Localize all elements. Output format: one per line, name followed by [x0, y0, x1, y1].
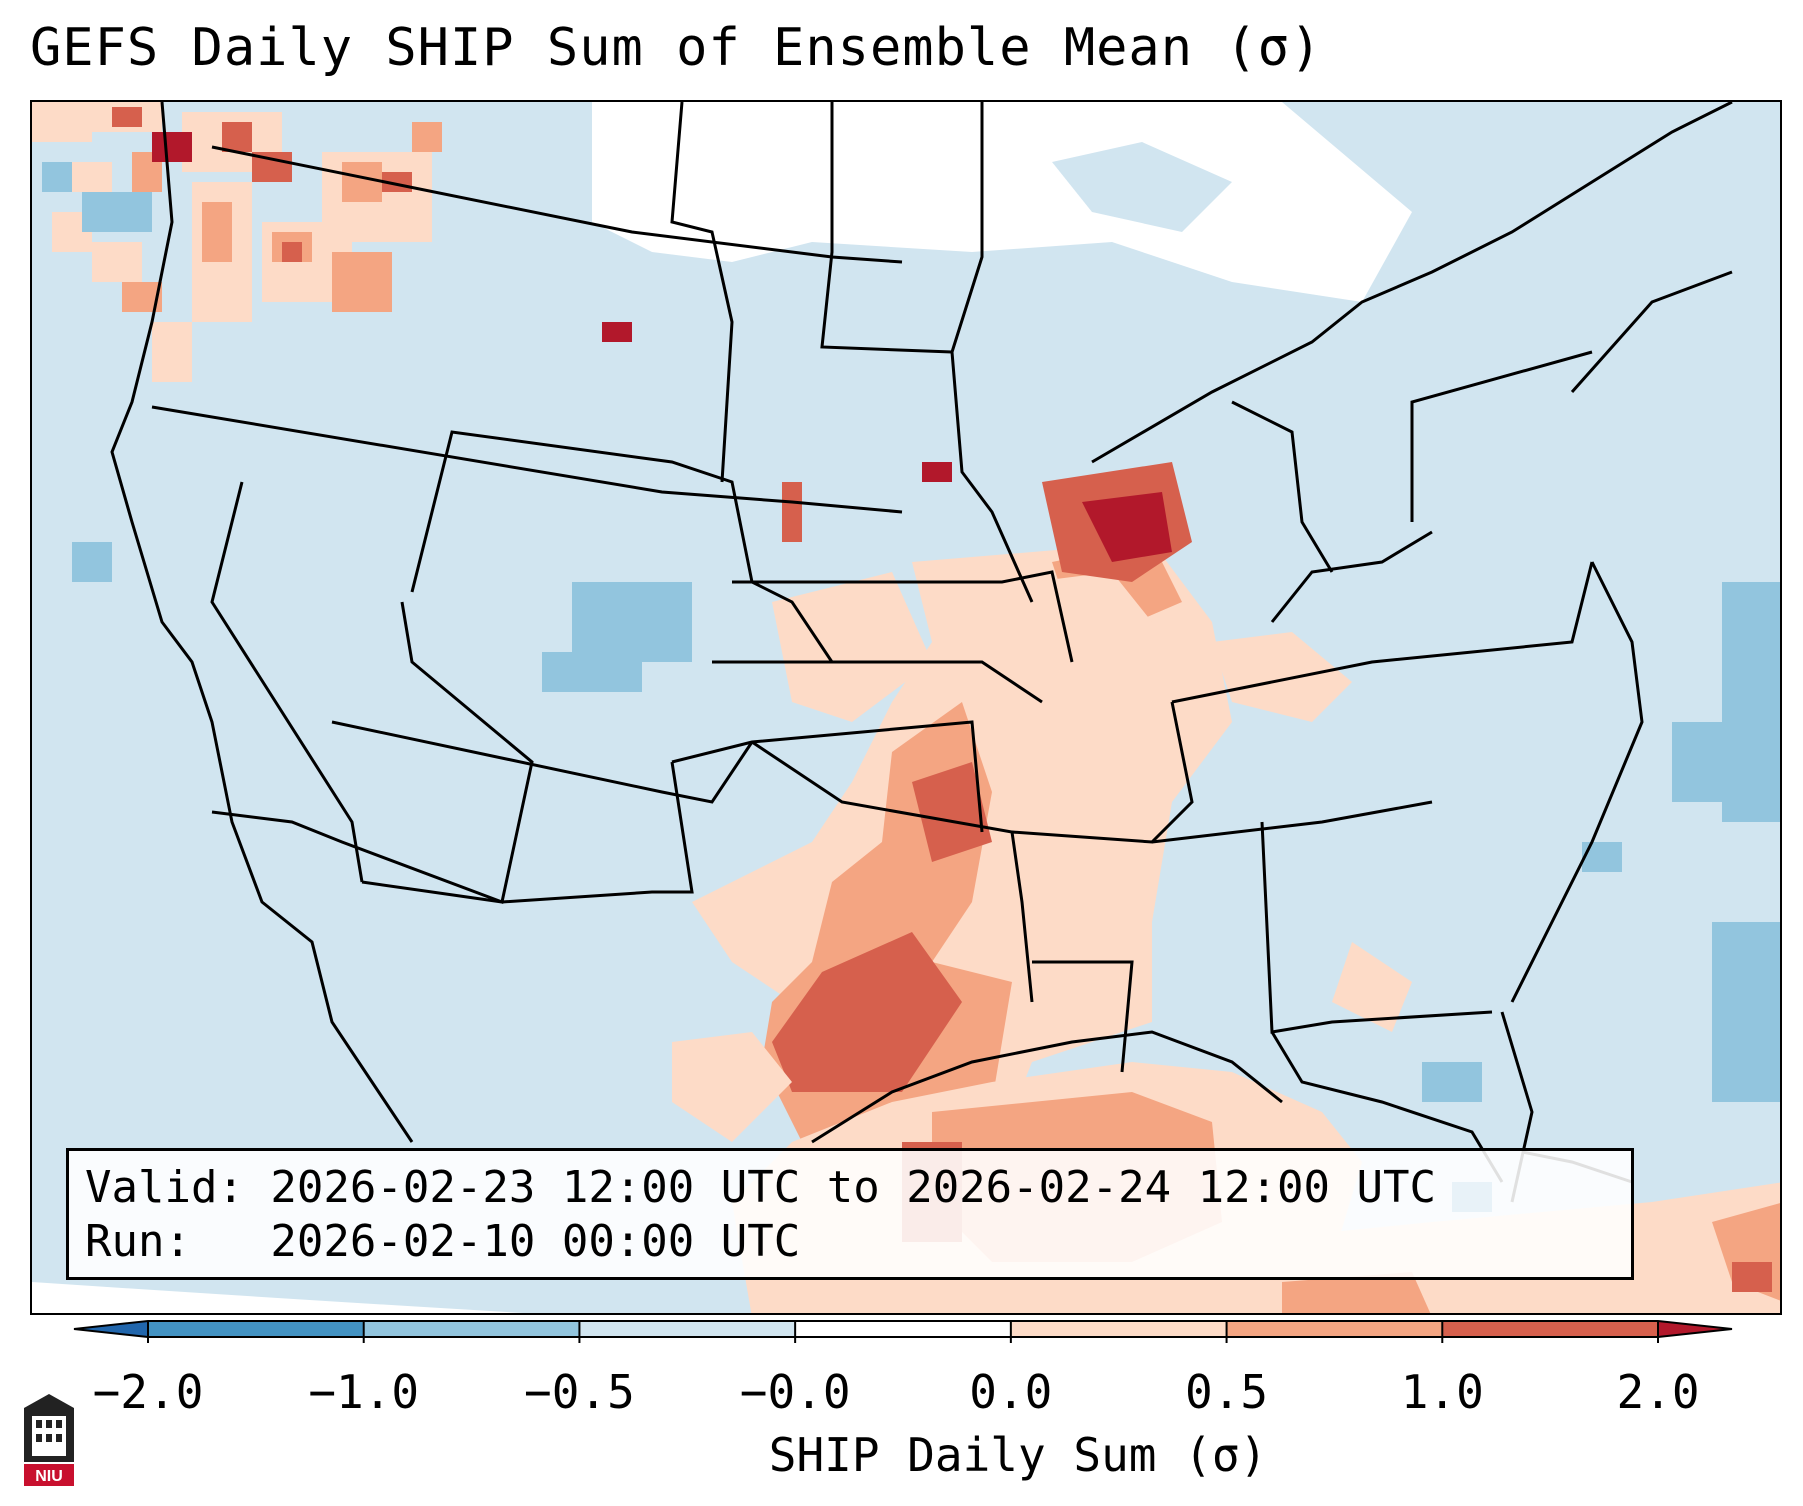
- colorbar-bins: [148, 1321, 1659, 1337]
- map-panel: [30, 100, 1782, 1315]
- colorbar-bin: [1442, 1321, 1659, 1337]
- colorbar-tick-label: −0.5: [524, 1365, 635, 1419]
- map-canvas: [32, 102, 1780, 1313]
- colorbar-bin: [579, 1321, 796, 1337]
- state-boundaries: [110, 102, 1733, 1203]
- colorbar-bin: [148, 1321, 365, 1337]
- colorbar-tick-label: 0.5: [1185, 1365, 1269, 1419]
- pacific-northwest-anomalies: [32, 102, 442, 382]
- svg-text:NIU: NIU: [35, 1468, 63, 1485]
- colorbar-tick-label: 1.0: [1400, 1365, 1484, 1419]
- neutral-region-north: [592, 102, 1412, 302]
- colorbar-ticks: [73, 1320, 1733, 1343]
- run-time-line: Run: 2026-02-10 00:00 UTC: [85, 1216, 801, 1267]
- colorbar-tick-label: 0.0: [969, 1365, 1053, 1419]
- colorbar-bin: [1226, 1321, 1443, 1337]
- blue-patches: [42, 162, 1780, 1102]
- colorbar-over-extension: [1658, 1321, 1732, 1337]
- colorbar-outline: [73, 1320, 1733, 1338]
- colorbar-tick-label: −0.0: [739, 1365, 851, 1419]
- map-title: GEFS Daily SHIP Sum of Ensemble Mean (σ): [30, 18, 1323, 78]
- colorbar-bin: [363, 1321, 580, 1337]
- colorbar-tick-label: −2.0: [92, 1365, 204, 1419]
- colorbar-bin: [795, 1321, 1012, 1337]
- central-us-anomalies: [602, 322, 1232, 1162]
- niu-logo: NIU: [24, 1394, 74, 1486]
- colorbar-label: SHIP Daily Sum (σ): [768, 1428, 1268, 1482]
- colorbar-bin: [1010, 1321, 1228, 1337]
- colorbar-tick-label: −1.0: [308, 1365, 420, 1419]
- colorbar-tick-label: 2.0: [1616, 1365, 1700, 1419]
- validity-info-box: Valid: 2026-02-23 12:00 UTC to 2026-02-2…: [66, 1148, 1634, 1280]
- valid-time-line: Valid: 2026-02-23 12:00 UTC to 2026-02-2…: [85, 1162, 1437, 1213]
- map-edge-left: [32, 1282, 524, 1313]
- colorbar-under-extension: [74, 1321, 148, 1337]
